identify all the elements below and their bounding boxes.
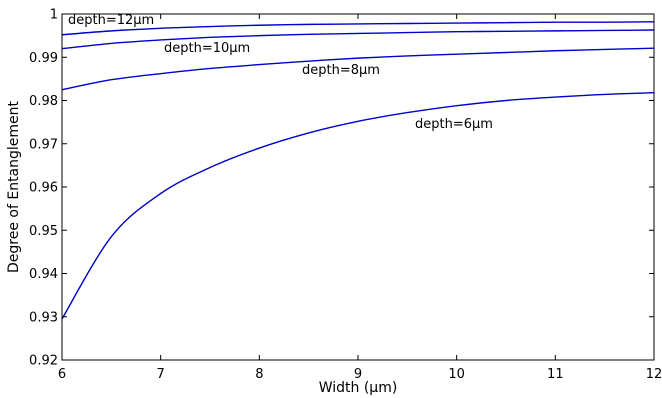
x-axis-title: Width (µm) [319,380,398,396]
series-annotation: depth=12µm [68,13,154,28]
y-tick-label: 0.98 [29,94,58,109]
series-line [61,29,655,50]
y-tick-label: 0.97 [29,137,58,152]
x-tick-label: 11 [547,367,564,382]
y-tick-label: 0.94 [29,267,58,282]
y-tick-label: 0.95 [29,224,58,239]
series-annotation: depth=10µm [164,41,250,56]
plot-area: 6 7 8 9 10 11 12 0.920.930.940.950.960.970.980… [29,8,662,383]
x-tick-label: 10 [448,367,465,382]
x-tick-label: 6 [58,367,66,382]
y-tick-label: 0.99 [29,51,58,66]
series-line [61,47,655,91]
series-line [61,92,655,320]
x-tick-label: 8 [255,367,263,382]
x-tick-label: 7 [157,367,165,382]
y-tick-label: 0.96 [29,181,58,196]
x-tick-label: 9 [354,367,362,382]
series-annotation: depth=8µm [302,63,380,78]
y-tick-label: 0.93 [29,310,58,325]
y-axis-ticks: 0.92 0.93 0.94 0.95 0.96 0.97 0.98 0.99 1 [29,8,654,369]
series-annotation: depth=6µm [415,117,493,132]
series-line [61,21,655,36]
x-axis-ticks: 6 7 8 9 10 11 12 [58,14,662,382]
series-lines [61,21,655,320]
x-tick-label: 12 [646,367,662,382]
y-tick-label: 0.92 [29,354,58,369]
y-tick-label: 1 [50,8,58,23]
y-axis-title: Degree of Entanglement [6,100,22,273]
series-annotations: depth=6µm depth=8µm depth=10µm depth=12µm [68,13,493,132]
